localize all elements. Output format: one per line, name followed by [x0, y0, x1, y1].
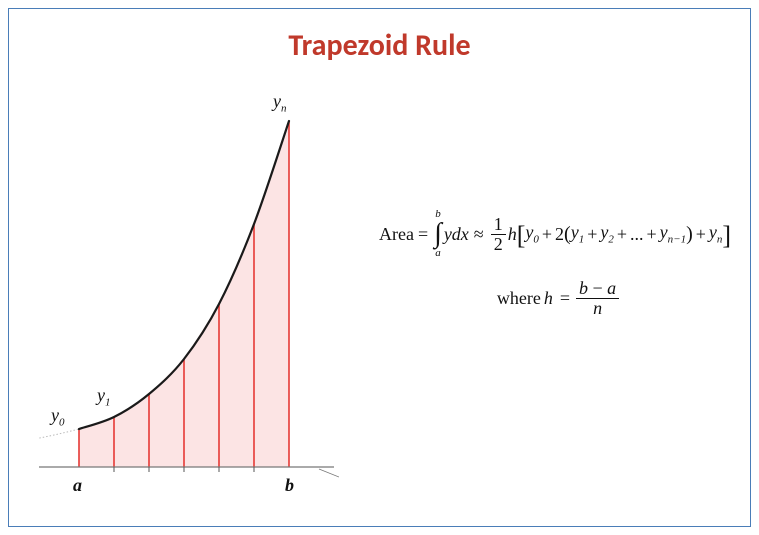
diagram-frame: Trapezoid Rule a b y0 y1 yn Area = b ∫ a…: [8, 8, 751, 527]
where-text: where: [497, 288, 541, 309]
int-lower: a: [435, 248, 441, 259]
frac-h-num: b − a: [576, 279, 619, 299]
plus-3: +: [617, 224, 627, 245]
plus-5: +: [696, 224, 706, 245]
trapezoid-graph: a b y0 y1 yn: [39, 89, 339, 489]
dots: ...: [630, 224, 644, 245]
coeff-2: 2: [555, 224, 564, 245]
yn-term: yn: [709, 222, 723, 246]
plus-2: +: [587, 224, 597, 245]
label-yn: yn: [273, 91, 287, 115]
formula-line2: where h = b − a n: [379, 279, 739, 318]
area-text: Area: [379, 224, 414, 245]
label-y1: y1: [97, 385, 111, 409]
y1-term: y1: [571, 222, 585, 246]
approx-sign: ≈: [474, 224, 484, 245]
label-y0: y0: [51, 405, 65, 429]
graph-svg: [39, 89, 339, 489]
equals-2: =: [560, 288, 570, 309]
formula-line1: Area = b ∫ a ydx ≈ 1 2 h [ y0 + 2 ( y1 +…: [379, 209, 739, 259]
axis-label-b: b: [285, 475, 294, 496]
axis-label-a: a: [73, 475, 82, 496]
equals-1: =: [418, 224, 428, 245]
integral-icon: ∫: [434, 220, 442, 248]
y2-term: y2: [600, 222, 614, 246]
frac-half: 1 2: [491, 215, 506, 254]
half-den: 2: [491, 235, 506, 254]
title: Trapezoid Rule: [9, 27, 750, 64]
integral-sign: b ∫ a: [434, 209, 442, 259]
plus-4: +: [647, 224, 657, 245]
rparen: ): [686, 223, 693, 246]
y0-term: y0: [525, 222, 539, 246]
ynm1-term: yn−1: [660, 222, 686, 246]
h-var-2: h: [544, 288, 553, 309]
frac-h-den: n: [590, 299, 605, 318]
half-num: 1: [491, 215, 506, 235]
frac-h: b − a n: [576, 279, 619, 318]
h-var: h: [508, 224, 517, 245]
integrand: ydx: [444, 224, 469, 245]
formula-block: Area = b ∫ a ydx ≈ 1 2 h [ y0 + 2 ( y1 +…: [379, 209, 739, 318]
lparen: (: [564, 223, 571, 246]
plus-1: +: [542, 224, 552, 245]
